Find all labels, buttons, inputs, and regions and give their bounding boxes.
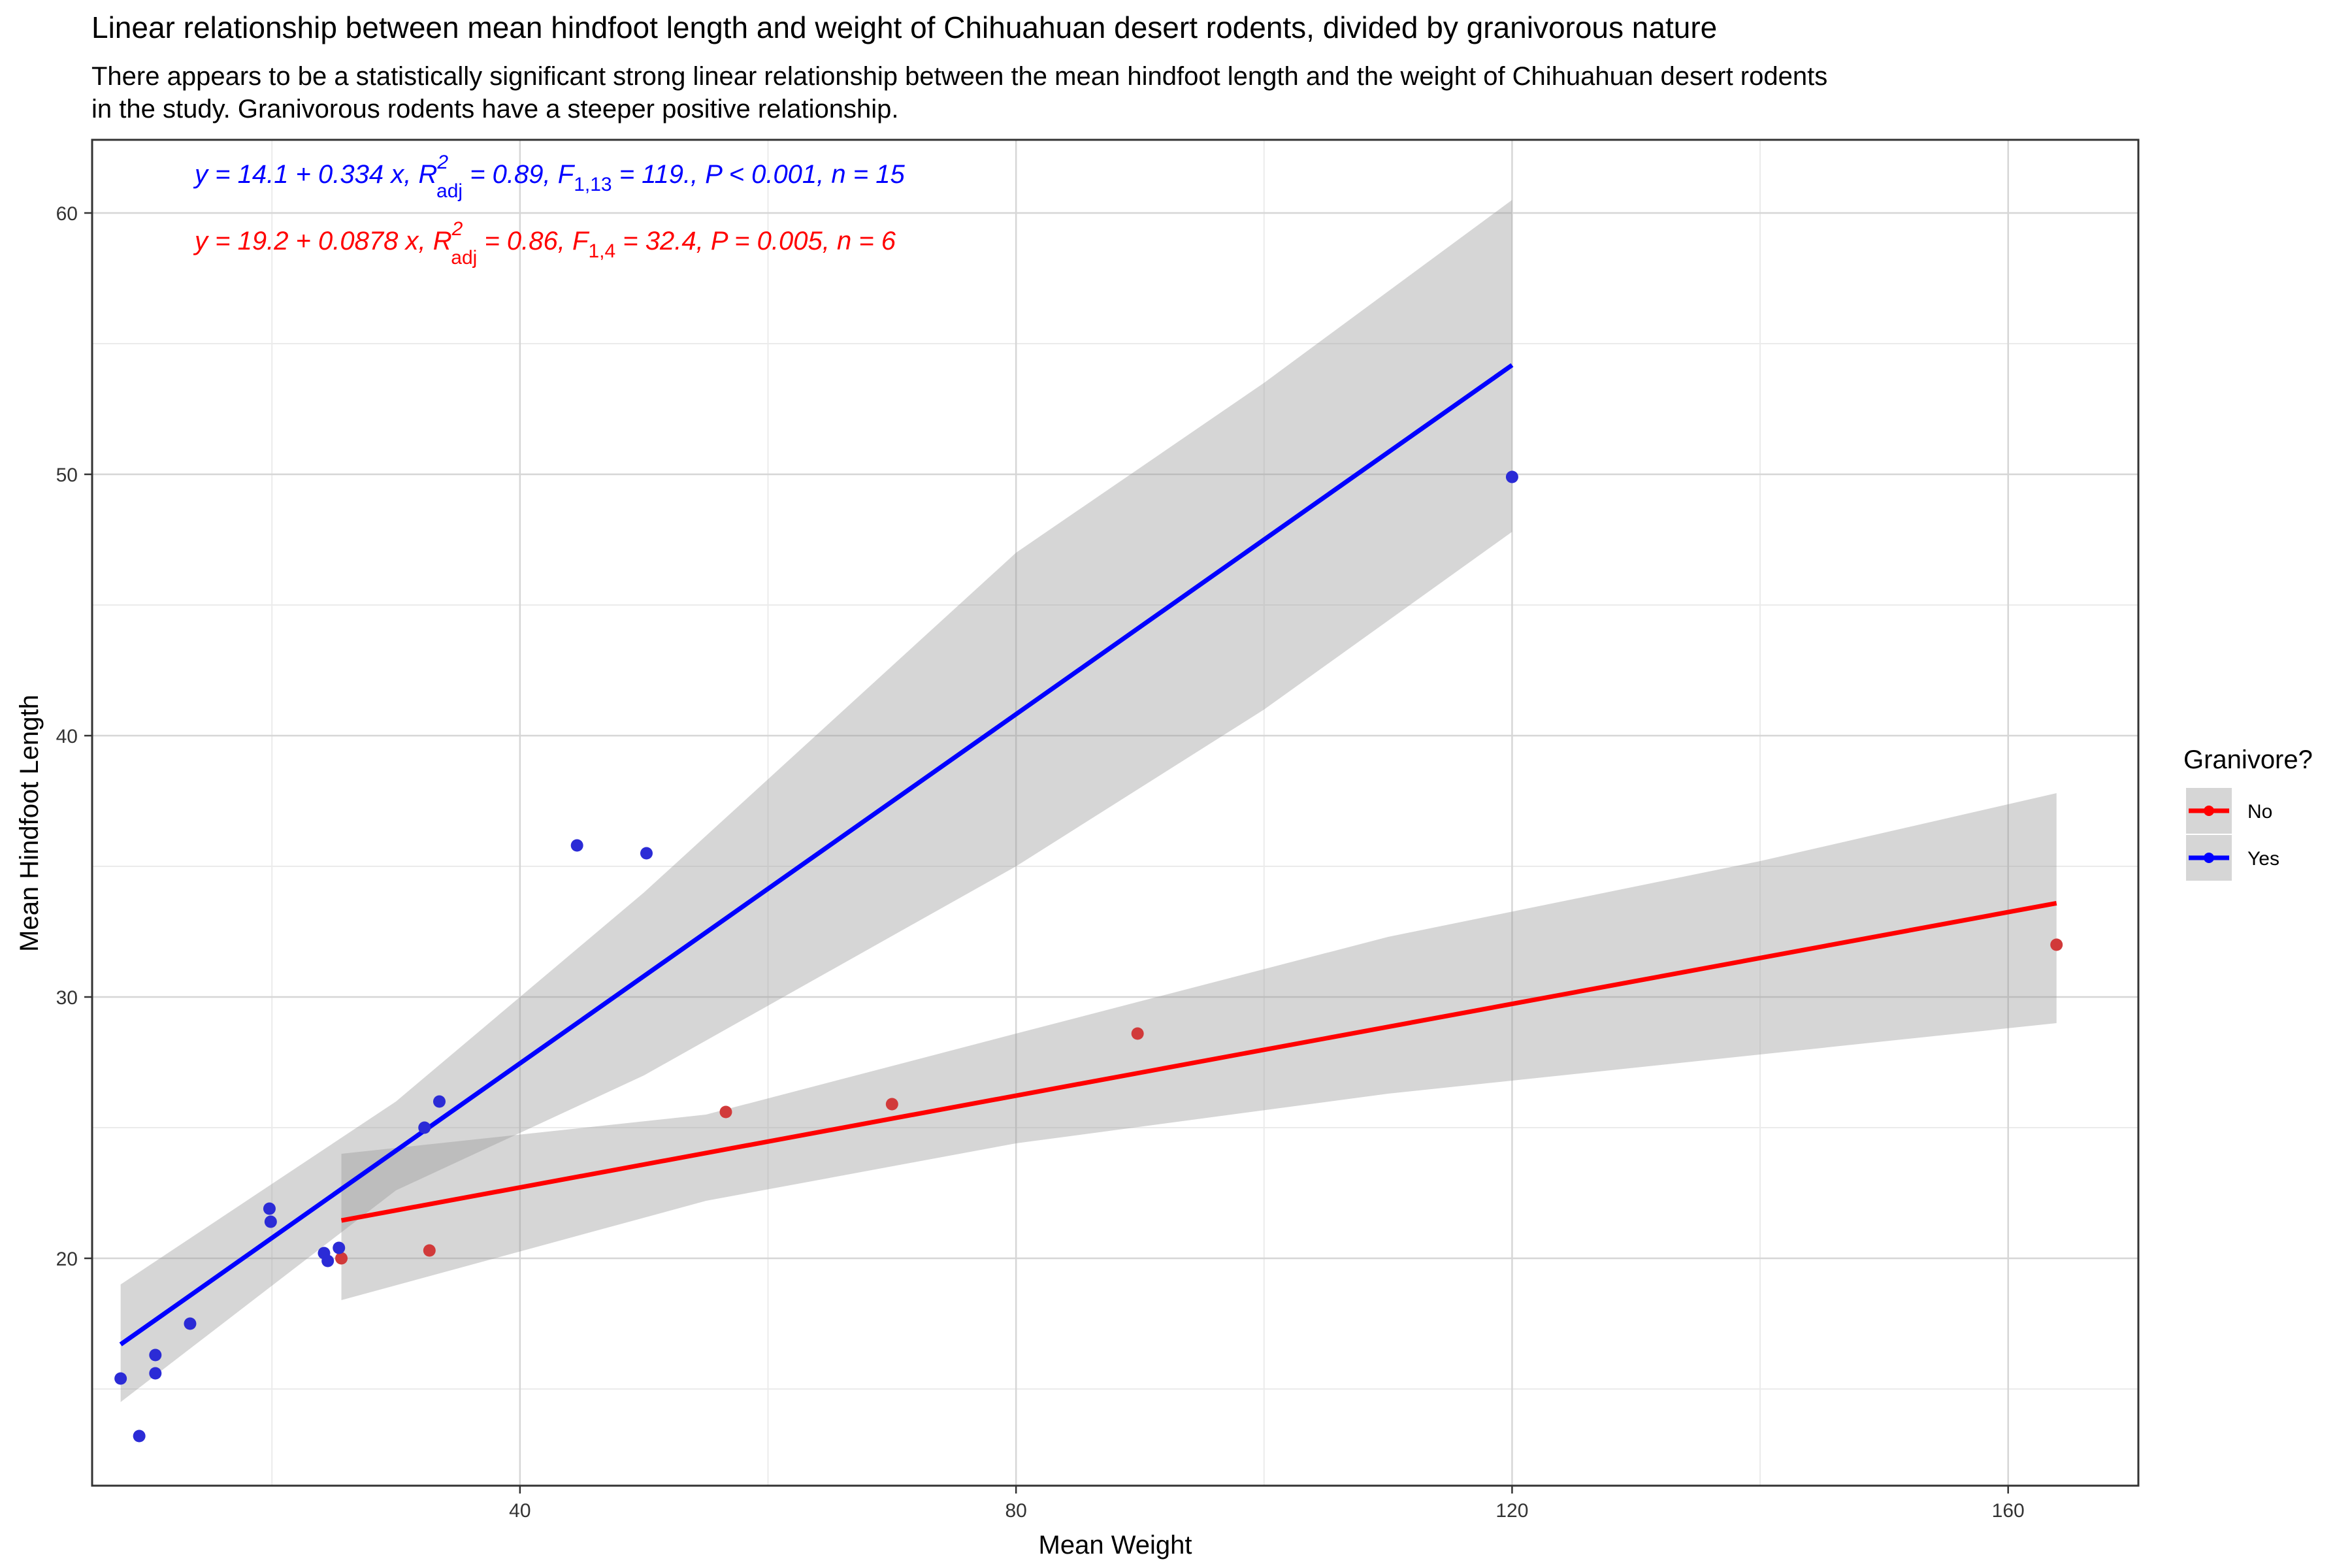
regression-lines: [119, 363, 2057, 1347]
data-point-yes: [184, 1317, 197, 1330]
data-point-no: [2050, 938, 2063, 951]
grid: [92, 140, 2138, 1486]
confidence-bands: [120, 200, 2057, 1402]
plot-panel-border: [91, 139, 2140, 1487]
data-point-yes: [321, 1254, 335, 1267]
x-tick-label: 40: [509, 1500, 531, 1522]
legend-label-yes: Yes: [2247, 848, 2279, 870]
axis-ticks: 40 80 120 160 20 30 40 50 60: [56, 203, 2025, 1522]
legend-point-yes: [2204, 853, 2214, 863]
data-point-yes: [570, 839, 583, 852]
data-point-yes: [1505, 470, 1518, 483]
x-tick-label: 120: [1495, 1500, 1528, 1522]
data-point-yes: [149, 1367, 162, 1380]
regression-line-yes: [119, 363, 1514, 1347]
data-point-yes: [149, 1348, 162, 1362]
data-point-yes: [133, 1429, 146, 1443]
data-point-no: [1131, 1027, 1144, 1040]
data-point-no: [719, 1105, 732, 1119]
y-tick-label: 50: [56, 465, 78, 486]
data-point-yes: [433, 1095, 446, 1108]
y-tick-label: 30: [56, 987, 78, 1009]
x-tick-label: 160: [1992, 1500, 2025, 1522]
y-tick-label: 60: [56, 203, 78, 225]
data-point-yes: [114, 1372, 127, 1385]
regression-line-no: [340, 900, 2057, 1223]
chart-title: Linear relationship between mean hindfoo…: [91, 10, 1717, 44]
x-axis-label: Mean Weight: [1039, 1531, 1192, 1560]
data-point-yes: [418, 1121, 431, 1134]
confidence-band-yes: [120, 200, 1512, 1402]
regression-equation-no: y = 19.2 + 0.0878 x, R2 adj = 0.86, F1,4 …: [193, 218, 896, 269]
x-tick-label: 80: [1005, 1500, 1026, 1522]
data-point-yes: [333, 1241, 346, 1254]
data-point-no: [335, 1252, 348, 1265]
legend: Granivore? No Yes: [2183, 745, 2313, 881]
y-tick-label: 20: [56, 1249, 78, 1270]
y-axis-label: Mean Hindfoot Length: [15, 694, 44, 952]
regression-equations: y = 14.1 + 0.334 x, R2 adj = 0.89, F1,13 …: [193, 152, 905, 269]
data-point-yes: [263, 1202, 276, 1215]
regression-equation-yes: y = 14.1 + 0.334 x, R2 adj = 0.89, F1,13 …: [193, 152, 905, 202]
legend-title: Granivore?: [2183, 745, 2313, 774]
data-point-no: [423, 1244, 436, 1257]
legend-label-no: No: [2247, 801, 2272, 823]
data-point-yes: [640, 847, 653, 860]
chart-subtitle-line-2: in the study. Granivorous rodents have a…: [91, 95, 899, 123]
data-points: [114, 470, 2063, 1443]
confidence-band-no: [341, 793, 2057, 1300]
data-point-no: [885, 1098, 898, 1111]
y-tick-label: 40: [56, 726, 78, 747]
legend-point-no: [2204, 806, 2214, 816]
data-point-yes: [264, 1215, 277, 1228]
chart-subtitle-line-1: There appears to be a statistically sign…: [91, 62, 1827, 91]
